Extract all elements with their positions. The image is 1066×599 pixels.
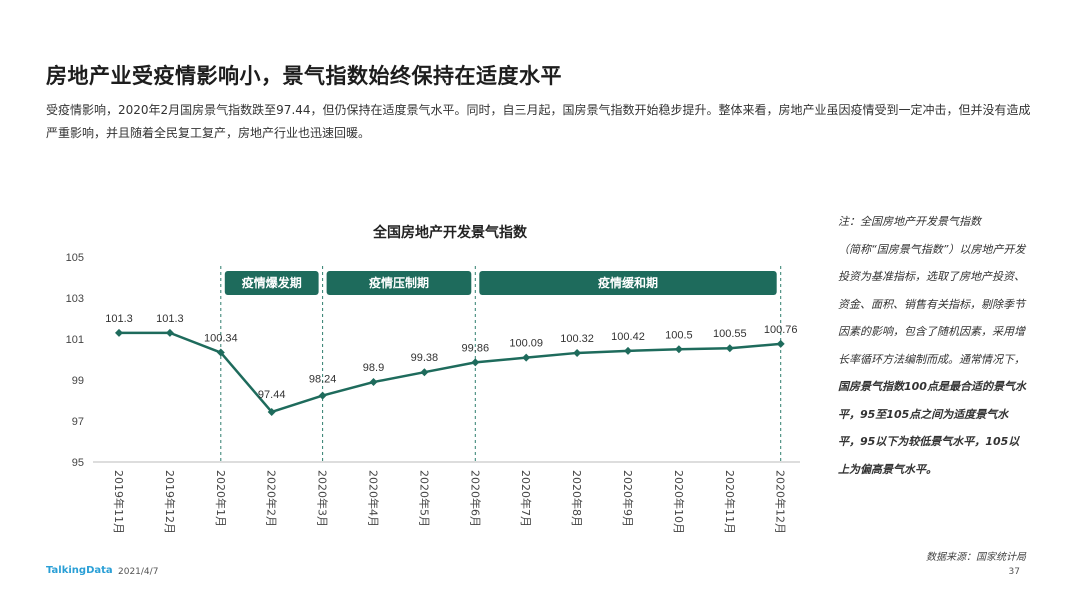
phase-banner [224,271,319,295]
phase-label: 疫情爆发期 [242,275,302,290]
data-point [420,368,429,377]
data-label: 99.38 [411,352,439,364]
note-body: （简称“国房景气指数”）以房地产开发投资为基准指标，选取了房地产投资、资金、面积… [838,242,1026,366]
data-label: 98.9 [363,362,384,374]
data-source: 数据来源：国家统计局 [926,552,1026,563]
data-point [674,345,683,354]
y-tick-label: 99 [72,375,84,387]
chart-note: 注：全国房地产开发景气指数 （简称“国房景气指数”）以房地产开发投资为基准指标，选… [838,208,1028,483]
x-tick-label: 2020年8月 [570,470,584,527]
data-point [318,391,327,400]
x-tick-label: 2019年12月 [163,470,177,534]
data-point [573,348,582,357]
chart-title: 全国房地产开发景气指数 [373,225,527,241]
x-tick-label: 2019年11月 [112,470,126,534]
page-title: 房地产业受疫情影响小，景气指数始终保持在适度水平 [46,64,562,88]
page-subtitle: 受疫情影响，2020年2月国房景气指数跌至97.44，但仍保持在适度景气水平。同… [46,103,1031,140]
y-tick-label: 101 [66,334,84,346]
note-line1: 注：全国房地产开发景气指数 [838,215,981,228]
data-label: 100.32 [560,333,594,345]
data-point [776,339,785,348]
x-tick-label: 2020年3月 [316,470,330,527]
x-tick-label: 2020年7月 [519,470,533,527]
data-point [267,407,276,416]
y-tick-label: 97 [72,416,84,428]
phase-banner [479,271,777,295]
x-tick-label: 2020年1月 [214,470,228,527]
data-label: 101.3 [156,313,184,325]
data-label: 100.09 [509,338,543,350]
x-tick-label: 2020年11月 [723,470,737,534]
y-tick-label: 105 [66,252,84,264]
phase-banner [326,271,472,295]
x-tick-label: 2020年6月 [468,470,482,527]
data-label: 98.24 [309,374,337,386]
data-label: 100.5 [665,329,693,341]
x-tick-label: 2020年2月 [265,470,279,527]
data-label: 100.34 [204,333,238,345]
data-label: 100.76 [764,324,798,336]
x-tick-label: 2020年10月 [672,470,686,534]
series-line [119,331,781,414]
data-point [165,328,174,337]
data-point [471,358,480,367]
data-point [725,344,734,353]
data-point [115,328,123,337]
data-label: 100.42 [611,331,645,343]
data-label: 97.44 [258,389,286,401]
talkingdata-logo: TalkingData [46,565,113,576]
data-label: 99.86 [462,342,490,354]
data-point [216,348,225,357]
footer-date: 2021/4/7 [118,567,159,577]
phase-label: 疫情压制期 [369,275,429,290]
data-point [522,353,531,362]
data-label: 101.3 [105,313,133,325]
data-point [369,378,378,387]
x-tick-label: 2020年12月 [774,470,788,534]
phase-label: 疫情缓和期 [598,275,658,290]
y-tick-label: 95 [72,457,84,469]
x-tick-label: 2020年4月 [367,470,381,527]
x-tick-label: 2020年9月 [621,470,635,527]
page-number: 37 [1008,567,1020,577]
note-bold: 国房景气指数100点是最合适的景气水平，95至105点之间为适度景气水平，95以… [838,380,1026,476]
data-label: 100.55 [713,328,747,340]
y-tick-label: 103 [66,293,84,305]
data-point [624,346,632,355]
x-tick-label: 2020年5月 [417,470,431,527]
